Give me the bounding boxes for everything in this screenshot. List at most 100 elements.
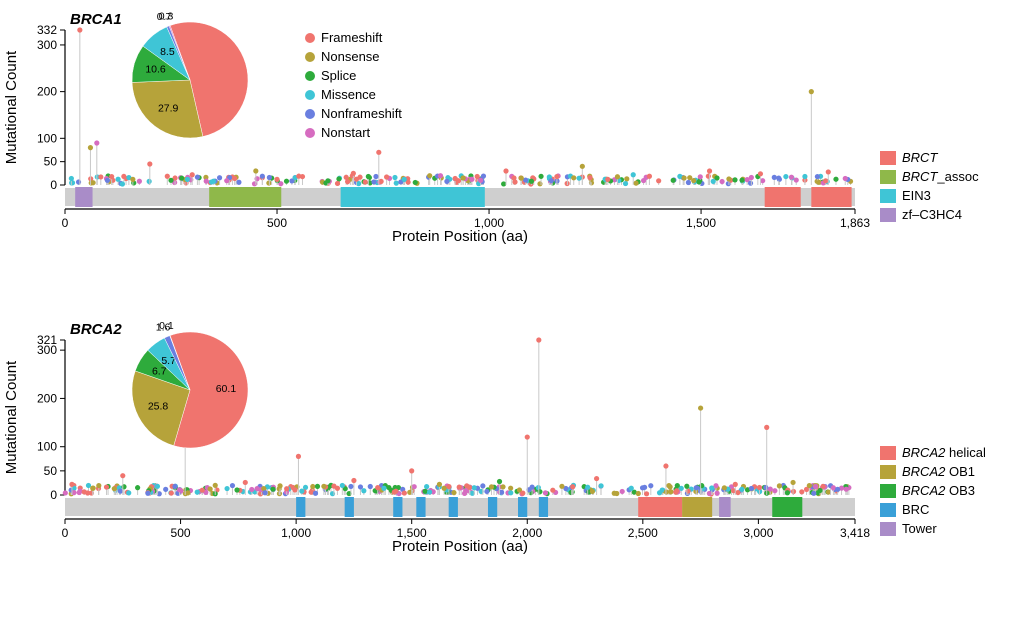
legend-dot-icon xyxy=(305,52,315,62)
x-tick-label: 3,418 xyxy=(840,526,870,540)
lollipop-noise xyxy=(489,484,494,489)
lollipop xyxy=(300,174,305,179)
lollipop-noise xyxy=(823,178,828,183)
lollipop-noise xyxy=(620,489,625,494)
lollipop-noise xyxy=(739,487,744,492)
lollipop-noise xyxy=(719,179,724,184)
lollipop xyxy=(69,176,74,181)
lollipop-noise xyxy=(402,490,407,495)
lollipop-noise xyxy=(126,490,131,495)
lollipop xyxy=(631,172,636,177)
legend-swatch-icon xyxy=(880,446,896,460)
lollipop-noise xyxy=(234,487,239,492)
lollipop xyxy=(764,425,769,430)
lollipop-noise xyxy=(691,178,696,183)
lollipop-noise xyxy=(340,483,345,488)
lollipop xyxy=(213,483,218,488)
lollipop-noise xyxy=(739,178,744,183)
y-tick-label: 50 xyxy=(44,155,58,169)
lollipop-noise xyxy=(785,490,790,495)
legend-swatch-icon xyxy=(880,522,896,536)
lollipop-noise xyxy=(335,181,340,186)
lollipop-noise xyxy=(587,175,592,180)
lollipop-noise xyxy=(777,483,782,488)
gene-title: BRCA2 xyxy=(70,321,122,338)
lollipop xyxy=(274,177,279,182)
lollipop-noise xyxy=(543,490,548,495)
lollipop-noise xyxy=(254,176,259,181)
lollipop-noise xyxy=(615,174,620,179)
lollipop-noise xyxy=(217,175,222,180)
domain-legend-label: BRCT xyxy=(902,150,937,165)
lollipop-noise xyxy=(816,180,821,185)
lollipop-noise xyxy=(641,178,646,183)
lollipop xyxy=(243,480,248,485)
domain-brca2-ob3 xyxy=(772,497,802,517)
lollipop xyxy=(790,480,795,485)
pie-label: 6.7 xyxy=(152,365,167,377)
lollipop-noise xyxy=(299,489,304,494)
lollipop-noise xyxy=(266,180,271,185)
y-axis-label: Mutational Count xyxy=(3,360,20,474)
lollipop xyxy=(698,405,703,410)
lollipop-noise xyxy=(116,177,121,182)
legend-swatch-icon xyxy=(880,484,896,498)
lollipop-noise xyxy=(292,487,297,492)
lollipop-noise xyxy=(335,486,340,491)
lollipop-noise xyxy=(624,176,629,181)
lollipop-noise xyxy=(76,179,81,184)
legend-item: Missence xyxy=(305,87,402,102)
lollipop xyxy=(467,485,472,490)
legend-dot-icon xyxy=(305,128,315,138)
lollipop-noise xyxy=(163,487,168,492)
lollipop-noise xyxy=(358,484,363,489)
lollipop-noise xyxy=(657,490,662,495)
lollipop-noise xyxy=(236,180,241,185)
lollipop-noise xyxy=(82,489,87,494)
lollipop-noise xyxy=(204,179,209,184)
lollipop-noise xyxy=(200,488,205,493)
panel-brca1: BRCA1Mutational CountProtein Position (a… xyxy=(0,10,870,245)
y-tick-label: 0 xyxy=(50,178,57,192)
lollipop-noise xyxy=(668,484,673,489)
lollipop-noise xyxy=(135,485,140,490)
lollipop xyxy=(409,468,414,473)
domain-brct xyxy=(811,187,851,207)
lollipop-noise xyxy=(508,490,513,495)
lollipop-noise xyxy=(284,179,289,184)
domain-legend-label: BRCA2 helical xyxy=(902,445,986,460)
domain-brc xyxy=(518,497,527,517)
lollipop-noise xyxy=(749,175,754,180)
domain-brca2-helical xyxy=(638,497,682,517)
legend-label: Nonframeshift xyxy=(321,106,402,121)
lollipop xyxy=(594,476,599,481)
lollipop-noise xyxy=(612,491,617,496)
domain-brc xyxy=(416,497,425,517)
legend-item: Splice xyxy=(305,68,402,83)
x-tick-label: 1,863 xyxy=(840,216,870,230)
lollipop-noise xyxy=(89,180,94,185)
domain-tower xyxy=(719,497,731,517)
lollipop-noise xyxy=(379,179,384,184)
pie-label: 60.1 xyxy=(216,383,237,395)
lollipop-noise xyxy=(177,487,182,492)
x-axis-label: Protein Position (aa) xyxy=(392,538,528,555)
lollipop-noise xyxy=(451,490,456,495)
legend-item: Nonframeshift xyxy=(305,106,402,121)
legend-dot-icon xyxy=(305,33,315,43)
panel-brca2: BRCA2 Mutational Count Protein Position (a… xyxy=(0,320,870,555)
pie-label: 0.1 xyxy=(159,320,174,332)
lollipop-noise xyxy=(673,490,678,495)
x-tick-label: 1,000 xyxy=(281,526,311,540)
domain-brc xyxy=(345,497,354,517)
lollipop-noise xyxy=(598,483,603,488)
lollipop-noise xyxy=(698,174,703,179)
domain-legend-brca1: BRCTBRCT_assocEIN3zf–C3HC4 xyxy=(880,150,979,226)
lollipop-noise xyxy=(147,179,152,184)
lollipop xyxy=(758,171,763,176)
lollipop xyxy=(77,27,82,32)
lollipop-noise xyxy=(549,178,554,183)
legend-swatch-icon xyxy=(880,465,896,479)
lollipop-noise xyxy=(749,486,754,491)
lollipop-noise xyxy=(392,489,397,494)
